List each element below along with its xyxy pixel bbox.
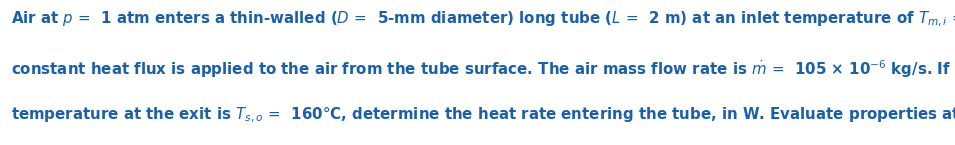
Text: Air at $p\,=\,$ 1 atm enters a thin-walled ($D\,=\,$ 5-mm diameter) long tube ($: Air at $p\,=\,$ 1 atm enters a thin-wall…	[11, 10, 955, 29]
Text: temperature at the exit is $T_{s,o}\,=\,$ 160°C, determine the heat rate enterin: temperature at the exit is $T_{s,o}\,=\,…	[11, 106, 955, 125]
Text: constant heat flux is applied to the air from the tube surface. The air mass flo: constant heat flux is applied to the air…	[11, 58, 955, 80]
